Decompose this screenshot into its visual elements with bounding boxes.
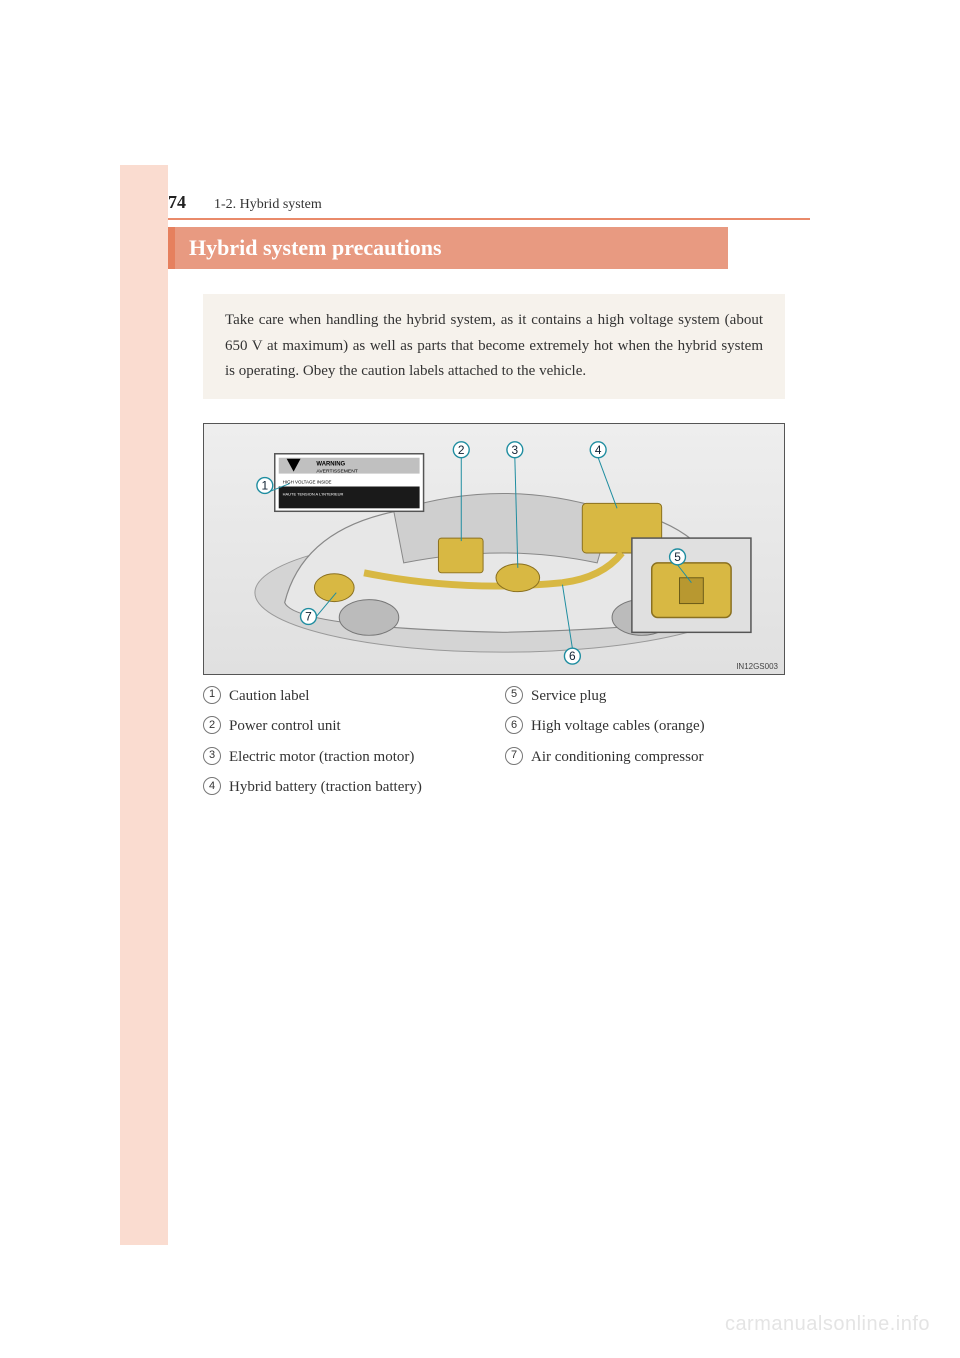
leader-4	[598, 457, 617, 508]
section-heading: 1-2. Hybrid system	[214, 197, 322, 213]
front-wheel	[339, 599, 399, 635]
legend-text: Power control unit	[229, 715, 483, 738]
legend-text: Air conditioning compressor	[531, 746, 785, 769]
legend-left-col: 1 Caution label 2 Power control unit 3 E…	[203, 685, 483, 799]
electric-motor	[496, 563, 540, 591]
legend-num: 7	[505, 747, 523, 765]
callout-2: 2	[453, 441, 469, 457]
svg-text:7: 7	[305, 609, 312, 623]
legend-item: 5 Service plug	[505, 685, 785, 708]
legend-item: 3 Electric motor (traction motor)	[203, 746, 483, 769]
callout-6: 6	[564, 648, 580, 664]
svg-text:4: 4	[595, 442, 602, 456]
page-number: 74	[168, 192, 186, 213]
callout-4: 4	[590, 441, 606, 457]
ac-compressor	[314, 573, 354, 601]
warning-line-1: HIGH VOLTAGE INSIDE	[283, 479, 332, 484]
watermark: carmanualsonline.info	[725, 1313, 930, 1336]
svg-text:6: 6	[569, 649, 576, 663]
intro-text: Take care when handling the hybrid syste…	[203, 294, 785, 399]
legend: 1 Caution label 2 Power control unit 3 E…	[203, 685, 785, 799]
legend-num: 4	[203, 777, 221, 795]
legend-num: 3	[203, 747, 221, 765]
power-control-unit	[438, 538, 483, 573]
service-plug-handle	[680, 577, 704, 603]
legend-text: Electric motor (traction motor)	[229, 746, 483, 769]
legend-right-col: 5 Service plug 6 High voltage cables (or…	[505, 685, 785, 799]
legend-item: 2 Power control unit	[203, 715, 483, 738]
legend-text: Caution label	[229, 685, 483, 708]
diagram-id: IN12GS003	[736, 662, 778, 671]
legend-text: High voltage cables (orange)	[531, 715, 785, 738]
diagram-svg: WARNING AVERTISSEMENT HIGH VOLTAGE INSID…	[204, 424, 784, 674]
legend-item: 4 Hybrid battery (traction battery)	[203, 776, 483, 799]
legend-item: 7 Air conditioning compressor	[505, 746, 785, 769]
svg-text:2: 2	[458, 442, 465, 456]
legend-item: 1 Caution label	[203, 685, 483, 708]
page-header: 74 1-2. Hybrid system	[168, 192, 810, 213]
car-cabin	[394, 493, 612, 562]
legend-item: 6 High voltage cables (orange)	[505, 715, 785, 738]
page-content: 74 1-2. Hybrid system Hybrid system prec…	[168, 192, 810, 799]
svg-text:3: 3	[512, 442, 519, 456]
svg-text:1: 1	[262, 478, 269, 492]
callout-1: 1	[257, 477, 273, 493]
warning-line-2: HAUTE TENSION A L'INTERIEUR	[283, 491, 344, 496]
warning-title-2: AVERTISSEMENT	[316, 468, 357, 474]
svg-text:5: 5	[674, 549, 681, 563]
legend-num: 1	[203, 686, 221, 704]
legend-num: 6	[505, 716, 523, 734]
callout-5: 5	[670, 549, 686, 565]
legend-num: 5	[505, 686, 523, 704]
callout-7: 7	[301, 608, 317, 624]
warning-black-band	[279, 486, 420, 508]
callout-3: 3	[507, 441, 523, 457]
legend-text: Hybrid battery (traction battery)	[229, 776, 483, 799]
warning-title-1: WARNING	[316, 461, 345, 467]
left-margin-band	[120, 165, 168, 1245]
legend-num: 2	[203, 716, 221, 734]
hybrid-diagram: WARNING AVERTISSEMENT HIGH VOLTAGE INSID…	[203, 423, 785, 675]
page-title: Hybrid system precautions	[168, 227, 728, 269]
legend-text: Service plug	[531, 685, 785, 708]
